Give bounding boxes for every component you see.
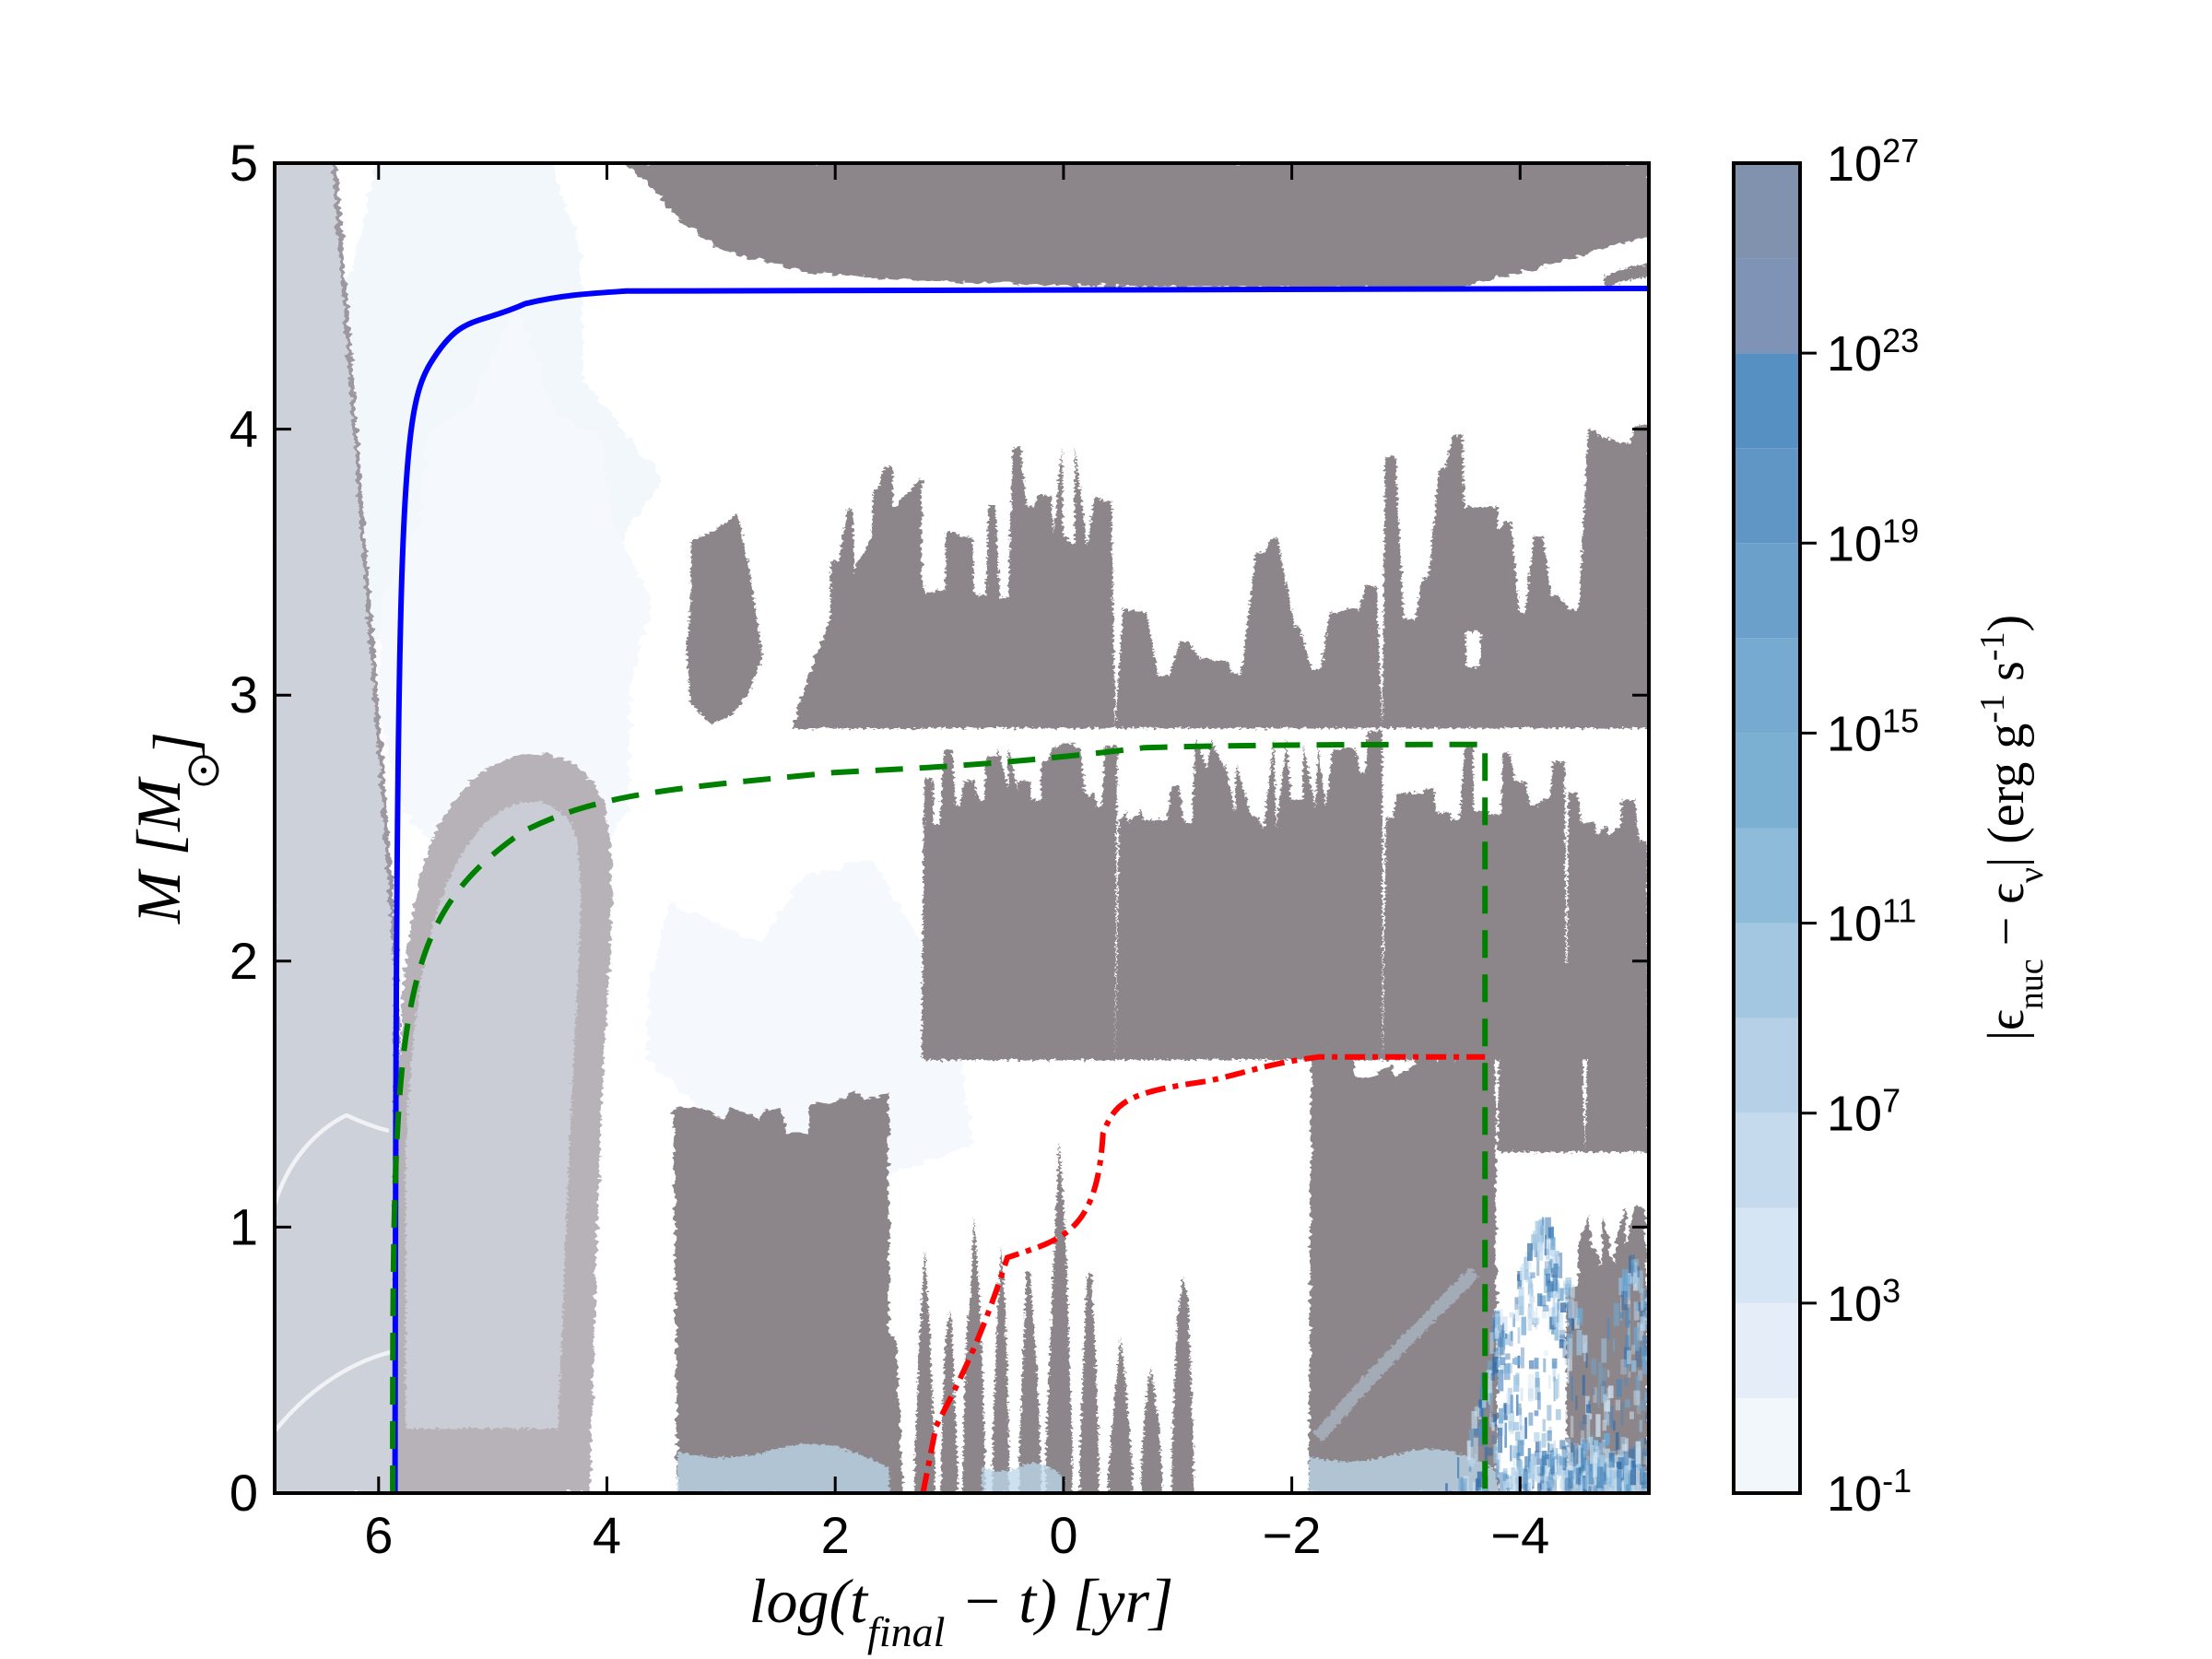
svg-text:103: 103 xyxy=(1827,1271,1900,1332)
svg-text:2: 2 xyxy=(229,932,258,990)
svg-text:1023: 1023 xyxy=(1827,322,1919,382)
svg-text:M [M ]: M [M ] xyxy=(124,732,210,924)
svg-text:1015: 1015 xyxy=(1827,701,1919,762)
svg-text:−2: −2 xyxy=(1263,1506,1322,1564)
svg-text:2: 2 xyxy=(821,1506,850,1564)
svg-text:1027: 1027 xyxy=(1827,132,1919,193)
svg-text:log(tfinal − t) [yr]: log(tfinal − t) [yr] xyxy=(749,1566,1174,1655)
svg-text:3: 3 xyxy=(229,665,258,724)
svg-text:5: 5 xyxy=(229,134,258,192)
svg-text:−4: −4 xyxy=(1490,1506,1549,1564)
svg-text:10-1: 10-1 xyxy=(1827,1462,1912,1523)
svg-text:1019: 1019 xyxy=(1827,512,1919,572)
svg-text:0: 0 xyxy=(1049,1506,1077,1564)
svg-text:6: 6 xyxy=(364,1506,393,1564)
svg-text:4: 4 xyxy=(229,400,258,458)
svg-text:|ϵnuc − ϵν| (erg g-1 s-1): |ϵnuc − ϵν| (erg g-1 s-1) xyxy=(1973,615,2051,1041)
svg-text:1011: 1011 xyxy=(1827,891,1916,952)
svg-text:4: 4 xyxy=(593,1506,621,1564)
svg-text:1: 1 xyxy=(229,1197,258,1255)
svg-text:0: 0 xyxy=(229,1464,258,1522)
svg-text:107: 107 xyxy=(1827,1081,1900,1142)
